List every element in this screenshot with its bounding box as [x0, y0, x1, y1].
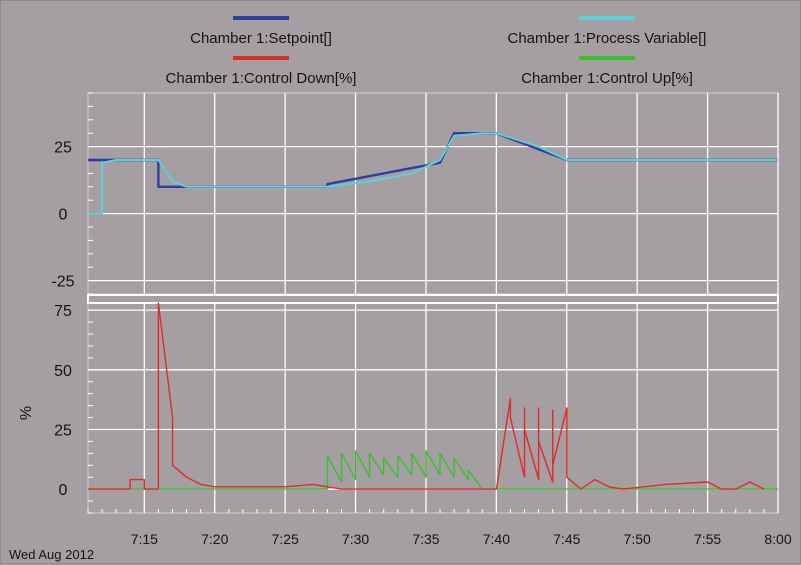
legend-label-process-variable: Chamber 1:Process Variable[]: [508, 30, 707, 47]
date-label: Wed Aug 2012: [9, 547, 94, 562]
y-tick-label-50-panel-2: 50: [54, 363, 72, 380]
legend-label-setpoint: Chamber 1:Setpoint[]: [190, 30, 332, 47]
label-layer: 7:15 7:20 7:25 7:30 7:35 7:40 7:45 7:50 7:55 8:00…: [51, 140, 791, 547]
series-line-control-down: [88, 302, 765, 490]
x-tick-label-745: 7:45: [553, 531, 580, 547]
legend: Chamber 1:Setpoint[] Chamber 1:Process V…: [166, 16, 707, 87]
y-tick-label-25-panel-1: 25: [54, 140, 72, 157]
x-tick-label-730: 7:30: [342, 531, 369, 547]
y-tick-label-25-panel-2: 25: [54, 422, 72, 439]
y-tick-label-0-panel-2: 0: [59, 482, 68, 499]
y-axis-label-bottom: %: [18, 406, 35, 420]
legend-label-control-up: Chamber 1:Control Up[%]: [521, 70, 693, 87]
x-tick-label-800: 8:00: [764, 531, 791, 547]
x-tick-label-740: 7:40: [483, 531, 510, 547]
y-tick-label-0-panel-1: 0: [59, 207, 68, 224]
x-tick-label-720: 7:20: [201, 531, 228, 547]
x-tick-label-735: 7:35: [412, 531, 439, 547]
y-tick-label--25-panel-1: -25: [51, 274, 74, 291]
panel-separator: [87, 294, 779, 304]
x-tick-label-725: 7:25: [272, 531, 299, 547]
legend-swatch-control-down: [233, 56, 289, 60]
plot-area-top: [87, 92, 779, 295]
legend-swatch-process-variable: [579, 16, 635, 20]
plot-area-bottom: [87, 302, 779, 514]
legend-swatch-setpoint: [233, 16, 289, 20]
x-tick-label-755: 7:55: [694, 531, 721, 547]
series-line-control-up: [88, 450, 778, 490]
legend-swatch-control-up: [579, 56, 635, 60]
series-line-process-variable: [88, 132, 778, 215]
legend-label-control-down: Chamber 1:Control Down[%]: [166, 70, 357, 87]
series-layer: [88, 131, 778, 490]
x-tick-label-715: 7:15: [131, 531, 158, 547]
x-tick-label-750: 7:50: [624, 531, 651, 547]
y-tick-label-75-panel-2: 75: [54, 303, 72, 320]
